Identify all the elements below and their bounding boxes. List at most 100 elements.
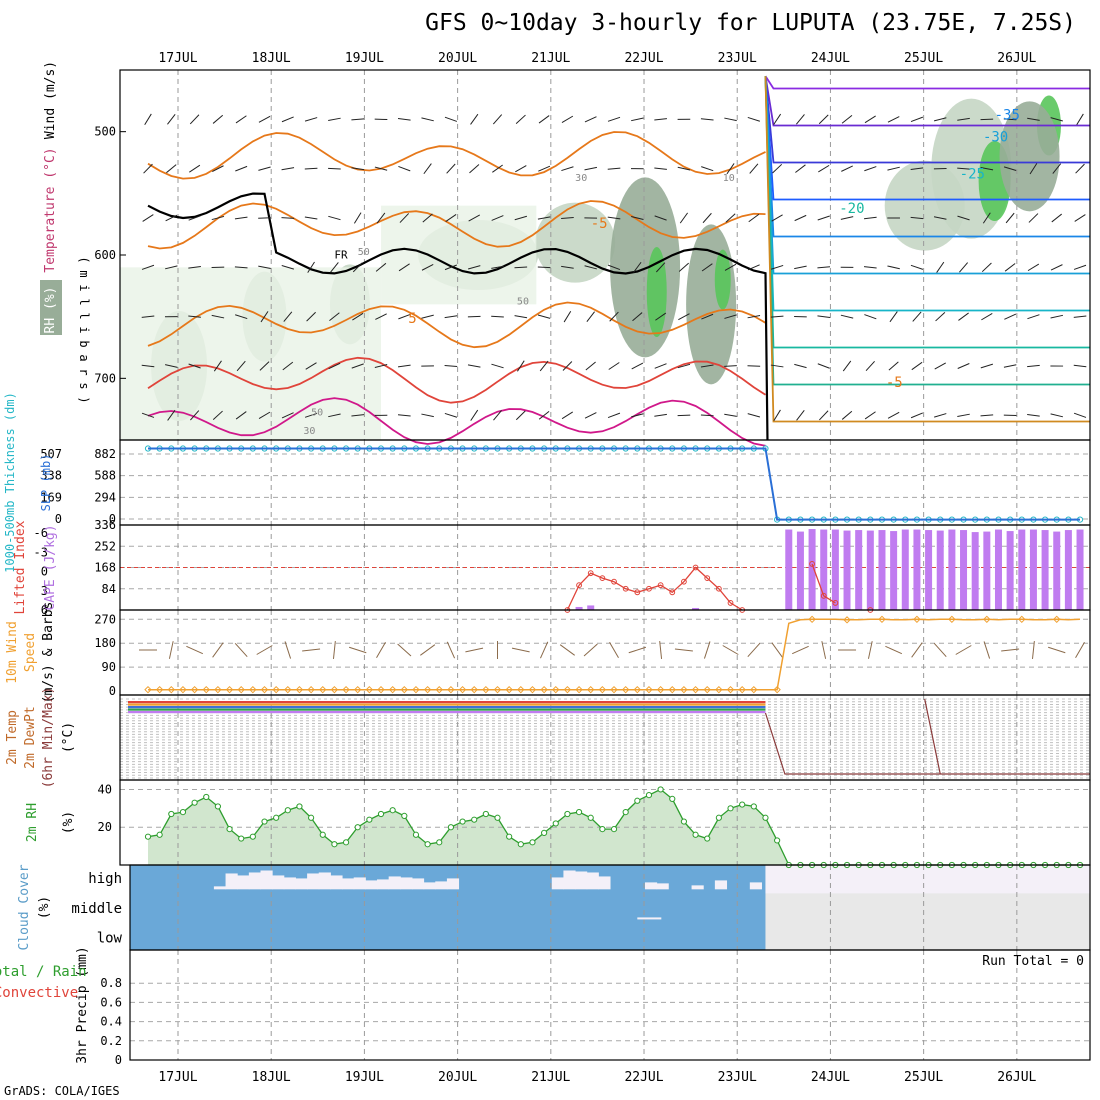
wind-barb	[514, 266, 528, 269]
cape-bar	[1018, 529, 1026, 610]
rh2m-point	[692, 831, 699, 838]
wind-barb	[607, 412, 621, 419]
rh-shade	[999, 101, 1060, 212]
cloud-high-bar	[283, 877, 296, 890]
rh2m-point	[575, 809, 583, 816]
wind-speed-point	[319, 685, 327, 694]
wind-barb	[352, 312, 364, 321]
wind-barb	[1050, 264, 1063, 271]
wind-speed-point	[540, 685, 548, 694]
wind-barb-10m	[212, 642, 224, 658]
wind-barb	[910, 116, 924, 123]
wind-barb	[188, 266, 201, 269]
credit-label: GrADS: COLA/IGES	[4, 1084, 120, 1098]
isotherm	[147, 397, 766, 447]
wind-barb	[933, 117, 947, 122]
wind-speed-point	[715, 685, 723, 694]
rh2m-point	[645, 792, 653, 799]
wind-barb	[212, 410, 223, 420]
rh2m-point	[226, 826, 233, 833]
cape-bar	[855, 530, 863, 610]
wind-barb	[259, 361, 270, 371]
wind-barb	[398, 313, 411, 320]
wind-barb	[491, 315, 504, 318]
wind-barb	[422, 213, 433, 223]
cloud-high-bar	[749, 882, 762, 890]
wind-barb	[608, 362, 620, 370]
precip-tick-label: 0.4	[100, 1015, 122, 1029]
wind-barb	[188, 363, 201, 369]
wind-barb	[235, 411, 247, 420]
wind-barb	[773, 409, 781, 421]
isotherm	[764, 76, 1090, 127]
date-label-top: 17JUL	[158, 51, 197, 66]
wind-barb	[936, 261, 945, 273]
wind-barb	[933, 216, 947, 220]
date-label-top: 25JUL	[904, 51, 943, 66]
wind-barb	[796, 114, 805, 125]
wind-barb	[631, 216, 644, 220]
temp-band	[128, 706, 766, 709]
wind-barb	[773, 113, 782, 125]
wind-speed-point	[587, 685, 595, 694]
rh2m-point	[506, 833, 513, 840]
wind-barb	[469, 164, 480, 174]
cloud-high-bar	[400, 877, 413, 890]
y-axis-label-thickness: 1000-500mb Thickness (dm)	[3, 392, 17, 573]
wind-barb	[374, 414, 388, 416]
wind-barb	[958, 312, 969, 321]
isotherm-label: -30	[983, 130, 1008, 146]
rh-shade	[381, 205, 537, 305]
wind-barb	[1028, 213, 1039, 223]
cloud-high-bar	[598, 876, 611, 890]
wind-barb	[328, 117, 341, 121]
rh2m-point	[634, 797, 641, 804]
wind-speed-point	[680, 685, 688, 694]
wind-barb	[632, 312, 643, 322]
wind-barb-10m	[348, 646, 367, 654]
wind-barb-10m	[465, 647, 484, 653]
wind-barb	[980, 167, 994, 171]
cloud-area	[130, 865, 766, 950]
wind-barb	[864, 411, 876, 420]
wind-barb	[421, 117, 434, 122]
wind-barb	[770, 264, 784, 270]
precip-tick-label: 0	[115, 1053, 122, 1067]
y-axis-label-precip: 3hr Precip (mm)	[75, 946, 90, 1063]
cloud-high-bar	[295, 878, 308, 890]
rh2m-point	[214, 803, 222, 810]
lifted-point	[634, 589, 641, 596]
wind-speed-line	[148, 618, 1081, 691]
lifted-point	[809, 561, 815, 567]
cloud-high-bar	[656, 883, 669, 890]
wind-speed-point	[878, 615, 886, 624]
rh2m-point	[459, 818, 466, 825]
wind-barb	[724, 263, 737, 271]
wind-barb	[1051, 213, 1063, 223]
wind-speed-point	[214, 685, 222, 694]
wind-speed-point	[447, 685, 455, 694]
cloud-high-bar	[237, 875, 250, 890]
wind-barb	[258, 411, 271, 419]
date-label-top: 18JUL	[252, 51, 291, 66]
rh-contour-label: 50	[311, 407, 323, 418]
rh2m-point	[296, 803, 303, 810]
wind-barb	[841, 410, 853, 420]
y-axis-label-wind-line2: Speed	[23, 633, 38, 672]
wind-barb	[887, 217, 900, 219]
cloud-high-bar	[213, 886, 227, 890]
wind-barb	[911, 361, 923, 371]
wind-barb	[211, 266, 225, 268]
cape-bar	[971, 532, 979, 610]
wind-speed-point	[645, 685, 653, 694]
wind-barb	[421, 314, 434, 319]
wind-speed-point	[750, 685, 758, 694]
wind-barb	[654, 363, 667, 369]
wind-barb	[633, 261, 642, 273]
wind-barb	[725, 213, 736, 223]
wind-barb	[959, 262, 969, 273]
gridlines	[120, 70, 1090, 1060]
wind-barb	[307, 261, 315, 273]
wind-speed-point	[621, 685, 630, 694]
wind-barb	[165, 214, 178, 222]
